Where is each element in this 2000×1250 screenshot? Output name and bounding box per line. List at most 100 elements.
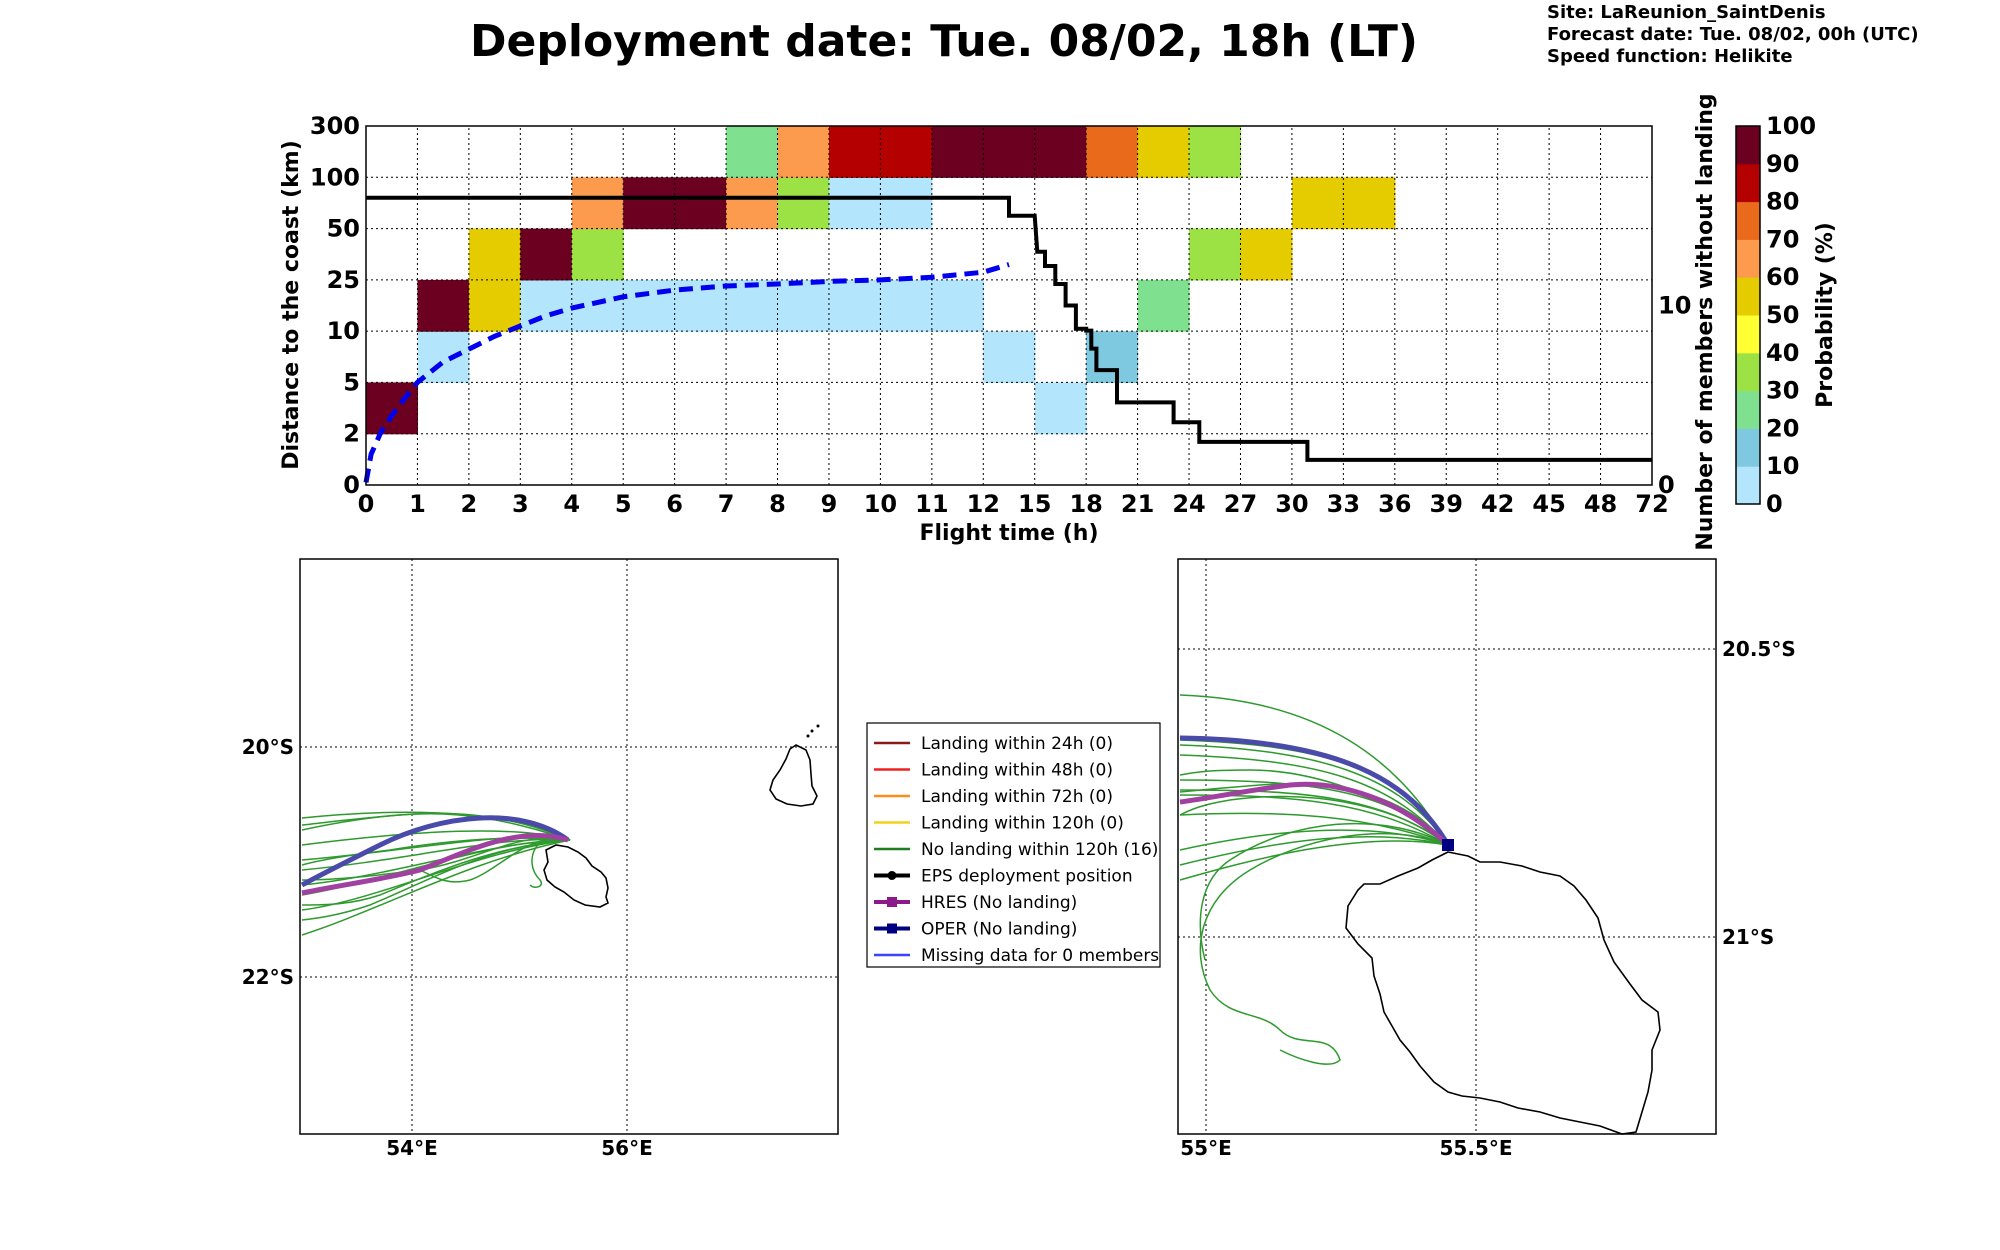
x-tick-label: 27 bbox=[1224, 490, 1257, 518]
colorbar-tick-label: 70 bbox=[1766, 225, 1799, 253]
reunion-coastline-zoom bbox=[1345, 851, 1661, 1135]
colorbar-swatch bbox=[1736, 352, 1760, 392]
heatmap-cell bbox=[1343, 177, 1396, 230]
x-tick-label: 4 bbox=[563, 490, 580, 518]
heatmap-cell bbox=[726, 177, 779, 230]
heatmap-cell bbox=[1189, 126, 1242, 178]
legend-label: Missing data for 0 members bbox=[921, 946, 1159, 966]
x-tick-label: 5 bbox=[615, 490, 632, 518]
legend-label: EPS deployment position bbox=[921, 867, 1133, 887]
left-map-frame bbox=[299, 558, 839, 1135]
heatmap-cell bbox=[1189, 228, 1242, 281]
heatmap-cell bbox=[623, 177, 676, 230]
x-tick-label: 8 bbox=[769, 490, 786, 518]
colorbar-frame bbox=[1735, 125, 1761, 505]
heatmap-cell bbox=[1034, 382, 1087, 435]
y-tick-label: 0 bbox=[343, 471, 360, 499]
x-tick-label: 1 bbox=[409, 490, 426, 518]
x-tick-labels: 0 1 2 3 4 5 6 7 8 9 10 11 12 15 18 21 24 27 30 33 36 39 42 45 48… bbox=[358, 490, 1669, 518]
heatmap-cell bbox=[880, 177, 933, 230]
trajectory bbox=[1179, 795, 1449, 846]
y-tick-label: 5 bbox=[343, 368, 360, 396]
colorbar-tick-label: 60 bbox=[1766, 263, 1799, 291]
legend-label: HRES (No landing) bbox=[921, 893, 1077, 913]
heatmap-cell bbox=[777, 126, 830, 178]
hres-trajectory bbox=[301, 832, 569, 896]
colorbar-tick-label: 30 bbox=[1766, 377, 1799, 405]
x-tick-label: 39 bbox=[1430, 490, 1463, 518]
legend-label: OPER (No landing) bbox=[921, 920, 1077, 940]
forecast-date-label: Forecast date: Tue. 08/02, 00h (UTC) bbox=[1547, 24, 1919, 45]
heatmap-cell bbox=[1034, 126, 1087, 178]
x-tick-label: 36 bbox=[1378, 490, 1411, 518]
heatmap-cell bbox=[726, 126, 779, 178]
heatmap-cell bbox=[931, 126, 984, 178]
colorbar bbox=[1736, 126, 1760, 505]
y2-axis-label: Number of members without landing bbox=[1693, 93, 1718, 550]
left-map-lat-tick: 22°S bbox=[242, 965, 294, 989]
heatmap-cell bbox=[520, 228, 573, 281]
y2-tick-label: 0 bbox=[1658, 471, 1675, 499]
colorbar-swatch bbox=[1736, 315, 1760, 354]
islet bbox=[806, 734, 810, 738]
oper-trajectory-zoom bbox=[1179, 735, 1451, 847]
left-map-lon-tick: 54°E bbox=[386, 1136, 438, 1160]
heatmap-cell bbox=[520, 279, 573, 332]
x-tick-label: 21 bbox=[1121, 490, 1154, 518]
colorbar-tick-label: 100 bbox=[1766, 112, 1816, 140]
colorbar-tick-label: 0 bbox=[1766, 490, 1783, 518]
heatmap-cell bbox=[571, 177, 624, 230]
y-tick-label: 2 bbox=[343, 420, 360, 448]
x-tick-label: 3 bbox=[512, 490, 529, 518]
trajectory bbox=[301, 839, 571, 921]
heatmap-cell bbox=[931, 279, 984, 332]
heatmap-cell bbox=[1086, 331, 1139, 384]
hres-trajectory-zoom bbox=[1179, 781, 1450, 847]
heatmap-cell bbox=[777, 279, 830, 332]
y2-tick-label: 10 bbox=[1658, 292, 1691, 320]
speed-function-label: Speed function: Helikite bbox=[1547, 46, 1793, 67]
trajectory bbox=[1199, 832, 1449, 1065]
heatmap-grid bbox=[366, 126, 1652, 485]
legend-marker bbox=[887, 897, 897, 907]
colorbar-swatch bbox=[1736, 239, 1760, 278]
heatmap-cells bbox=[366, 126, 1396, 435]
x-tick-label: 7 bbox=[718, 490, 735, 518]
colorbar-tick-label: 20 bbox=[1766, 414, 1799, 442]
legend-marker bbox=[887, 871, 897, 880]
page-title: Deployment date: Tue. 08/02, 18h (LT) bbox=[470, 16, 1418, 67]
colorbar-swatch bbox=[1736, 163, 1760, 203]
x-tick-label: 10 bbox=[864, 490, 897, 518]
heatmap-cell bbox=[623, 279, 676, 332]
legend-marker bbox=[887, 923, 897, 934]
right-map-lon-tick: 55.5°E bbox=[1439, 1136, 1512, 1160]
colorbar-swatch bbox=[1736, 277, 1760, 316]
deployment-marker bbox=[1442, 839, 1454, 851]
right-map-lat-tick: 21°S bbox=[1722, 925, 1774, 949]
colorbar-swatch bbox=[1736, 201, 1760, 240]
trajectory bbox=[1179, 835, 1449, 866]
heatmap-cell bbox=[468, 228, 521, 281]
heatmap-cell bbox=[777, 177, 830, 230]
heatmap-cell bbox=[828, 126, 881, 178]
trajectory bbox=[301, 813, 571, 841]
y-tick-label: 25 bbox=[327, 266, 360, 294]
heatmap-cell bbox=[468, 279, 521, 332]
trajectory bbox=[301, 839, 571, 936]
y2-tick-labels: 0 10 bbox=[1658, 292, 1691, 500]
colorbar-tick-label: 90 bbox=[1766, 150, 1799, 178]
x-tick-label: 72 bbox=[1635, 490, 1668, 518]
legend-frame bbox=[866, 722, 1161, 968]
x-tick-label: 42 bbox=[1481, 490, 1514, 518]
islet bbox=[816, 724, 820, 728]
right-map-lon-tick: 55°E bbox=[1180, 1136, 1232, 1160]
legend-label: Landing within 72h (0) bbox=[921, 787, 1113, 807]
heatmap-cell bbox=[674, 177, 727, 230]
left-map: 54°E 56°E 20°S 22°S bbox=[242, 558, 839, 1160]
colorbar-label: Probability (%) bbox=[1813, 222, 1838, 408]
x-tick-label: 9 bbox=[821, 490, 838, 518]
y-tick-label: 50 bbox=[327, 215, 360, 243]
members-without-landing-line bbox=[366, 195, 1652, 462]
legend-label: Landing within 48h (0) bbox=[921, 761, 1113, 781]
